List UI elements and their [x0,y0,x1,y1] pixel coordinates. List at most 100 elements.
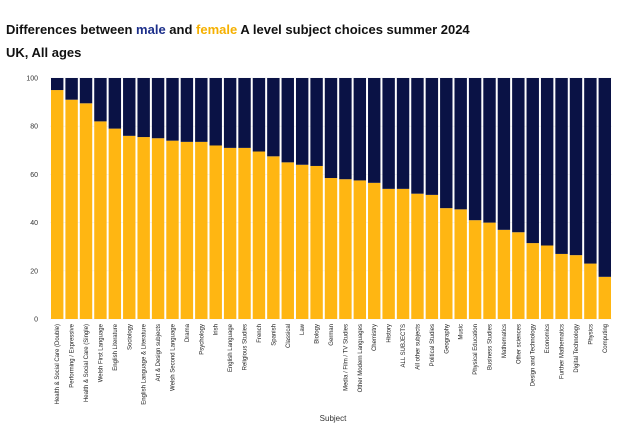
x-tick-label: Further Mathematics [560,324,566,379]
bar-male [454,78,467,210]
bar-male [353,78,367,181]
x-tick-label: Drama [185,323,191,342]
x-tick-label: Welsh Second Language [170,323,176,391]
bar-male [540,78,554,246]
bar-male [295,78,309,165]
x-tick-label: Geography [444,324,450,354]
bar-male [151,78,165,139]
bar-female [396,188,410,319]
y-tick-label: 40 [30,220,38,227]
x-tick-label: Welsh First Language [98,323,104,382]
bar-male [252,78,266,152]
bar-female [94,121,107,319]
bar-male [497,78,511,230]
bar-female [65,99,78,319]
x-tick-label: Law [300,323,306,335]
bar-female [425,194,439,319]
bar-male [51,78,64,91]
bar-male [123,78,136,136]
bar-male [368,78,381,183]
bar-female [51,90,64,319]
bar-male [569,78,583,256]
y-tick-label: 100 [26,76,38,83]
bar-female [108,128,122,319]
x-tick-label: Digital Technology [574,324,580,373]
bar-male [425,78,439,195]
y-tick-label: 20 [30,268,38,275]
title-male-word: male [136,22,166,37]
x-tick-label: Music [459,324,465,340]
x-tick-label: Physical Education [473,324,479,375]
bar-female [540,245,554,319]
x-tick-label: Physics [588,324,594,345]
bar-male [382,78,395,189]
x-tick-label: Chemistry [372,324,378,351]
bar-female [468,220,482,319]
bar-female [483,222,496,319]
x-tick-label: Other Modern Languages [358,324,364,392]
x-tick-label: German [329,324,335,346]
y-tick-label: 80 [30,124,38,131]
bar-male [440,78,453,209]
x-tick-label: Spanish [271,324,277,346]
bar-female [252,151,266,319]
bar-male [526,78,539,244]
bar-female [166,140,179,319]
bar-female [310,165,323,319]
x-tick-label: Other sciences [516,324,522,364]
x-tick-label: Business Studies [488,324,494,370]
bar-female [223,147,237,319]
bar-male [584,78,597,264]
bar-male [166,78,179,141]
bar-male [281,78,294,163]
x-tick-label: Health & Social Care (Double) [55,324,61,404]
bar-female [368,182,381,319]
bar-female [281,162,294,319]
bar-male [598,78,611,277]
x-tick-label: Media / Film / TV Studies [343,324,349,391]
title-text: Differences between [6,22,137,37]
bar-male [209,78,222,146]
bar-male [108,78,122,129]
x-tick-label: Irish [214,324,220,335]
bar-female [555,253,568,319]
bar-male [195,78,208,142]
x-axis-label: Subject [320,414,347,423]
x-tick-label: Sociology [127,324,133,350]
x-tick-label: Performing / Expressive [70,323,76,387]
bar-female [295,164,309,319]
y-tick-label: 0 [34,317,38,324]
bar-female [512,232,525,319]
x-tick-label: Art & Design subjects [156,324,162,381]
bar-female [598,276,611,319]
bar-female [497,229,511,319]
x-tick-label: Economics [545,324,551,353]
bar-female [454,209,467,319]
bar-male [65,78,78,100]
x-tick-label: French [257,324,263,343]
bar-female [584,263,597,319]
bar-female [123,135,136,319]
bar-male [180,78,194,142]
x-tick-label: All other subjects [415,324,421,370]
bar-female [180,141,194,319]
x-tick-label: Religious Studies [243,324,249,370]
x-tick-label: Psychology [199,324,205,355]
bar-male [339,78,352,180]
bar-male [483,78,496,223]
bar-female [569,255,583,319]
bar-female [526,243,539,319]
bar-female [267,156,280,319]
bar-female [137,137,150,319]
x-tick-label: English Language & Literature [142,323,148,404]
bar-male [324,78,338,179]
bar-male [512,78,525,233]
x-tick-label: Health & Social Care (Single) [84,324,90,402]
chart-title: Differences between male and female A le… [6,22,470,37]
chart-subtitle: UK, All ages [6,45,82,60]
bar-male [137,78,150,138]
bar-male [411,78,424,194]
bar-male [94,78,107,122]
bar-male [468,78,482,221]
